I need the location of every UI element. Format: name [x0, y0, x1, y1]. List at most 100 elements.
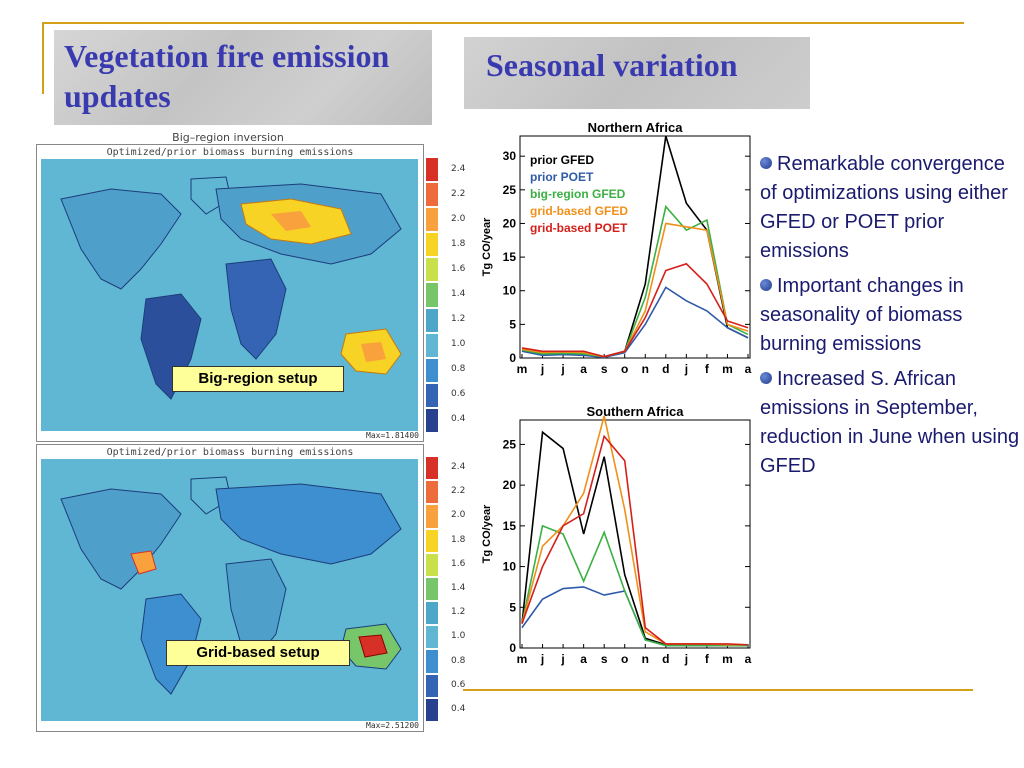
slide-title: Vegetation fire emission updates: [64, 38, 390, 114]
legend-entry: prior POET: [530, 170, 594, 184]
bottom-map-max: Max=2.51200: [366, 721, 419, 730]
colorbar-swatch: [425, 625, 439, 650]
x-tick-label: a: [580, 362, 587, 376]
colorbar-swatch: [425, 673, 439, 698]
x-tick-label: j: [560, 652, 564, 666]
map-figure-title: Big–region inversion: [172, 131, 284, 144]
series-line: [521, 262, 749, 358]
x-tick-label: a: [580, 652, 587, 666]
top-map-max: Max=1.81400: [366, 431, 419, 440]
bottom-setup-label: Grid-based setup: [166, 640, 350, 666]
colorbar-tick-label: 0.8: [451, 364, 466, 375]
bullet-item: Remarkable convergence of optimizations …: [760, 153, 1008, 262]
plot-frame: [519, 135, 751, 359]
colorbar-swatch: [425, 307, 439, 333]
colorbar-swatch: [425, 456, 439, 481]
x-tick-label: n: [642, 362, 649, 376]
y-axis-label: Tg CO/year: [481, 217, 493, 276]
colorbar-swatch: [425, 697, 439, 722]
colorbar-tick-label: 2.0: [451, 510, 466, 521]
x-tick-label: f: [705, 362, 710, 376]
x-tick-label: o: [621, 362, 628, 376]
colorbar-tick-label: 2.4: [451, 163, 466, 174]
colorbar-swatch: [425, 282, 439, 308]
colorbar-tick-label: 2.4: [451, 462, 466, 473]
colorbar-swatch: [425, 480, 439, 505]
colorbar-tick-label: 2.2: [451, 486, 466, 497]
colorbar-swatch: [425, 382, 439, 408]
colorbar-swatch: [425, 157, 439, 183]
colorbar-swatch: [425, 407, 439, 433]
y-tick-label: 20: [503, 216, 517, 230]
title-background: [54, 30, 432, 125]
x-tick-label: j: [540, 362, 544, 376]
x-tick-label: d: [662, 362, 669, 376]
colorbar-tick-label: 1.0: [451, 339, 466, 350]
colorbar-swatch: [425, 332, 439, 358]
colorbar-swatch: [425, 528, 439, 553]
y-tick-label: 10: [503, 284, 517, 298]
legend-entry: grid-based POET: [530, 221, 628, 235]
bottom-colorbar: 2.4 2.2 2.0 1.8 1.6 1.4 1.2 1.0 0.8 0.6 0.4: [425, 456, 465, 728]
y-tick-label: 0: [509, 641, 516, 655]
colorbar-swatch: [425, 357, 439, 383]
top-rule: [42, 22, 964, 24]
colorbar-swatch: [425, 601, 439, 626]
x-tick-label: j: [684, 362, 688, 376]
colorbar-swatch: [425, 649, 439, 674]
y-tick-label: 30: [503, 149, 517, 163]
top-map-panel: Optimized/prior biomass burning emission…: [36, 144, 424, 442]
colorbar-tick-label: 1.8: [451, 534, 466, 545]
bullet-list: Remarkable convergence of optimizations …: [760, 150, 1022, 487]
bullet-item: Increased S. African emissions in Septem…: [760, 368, 1020, 477]
colorbar-tick-label: 1.6: [451, 558, 466, 569]
colorbar-tick-label: 0.8: [451, 655, 466, 666]
colorbar-swatch: [425, 207, 439, 233]
series-line: [521, 286, 749, 359]
x-tick-label: a: [745, 652, 752, 666]
colorbar-swatch: [425, 504, 439, 529]
colorbar-swatch: [425, 257, 439, 283]
series-line: [521, 222, 749, 358]
colorbar-swatch: [425, 182, 439, 208]
colorbar-tick-label: 0.4: [451, 414, 466, 425]
bullet-icon: [760, 279, 772, 291]
x-tick-label: m: [722, 362, 733, 376]
bottom-map-header: Optimized/prior biomass burning emission…: [106, 447, 354, 458]
x-tick-label: s: [601, 362, 608, 376]
x-tick-label: j: [684, 652, 688, 666]
series-line: [521, 204, 749, 358]
chart-title: Northern Africa: [588, 120, 684, 135]
colorbar-tick-label: 1.4: [451, 583, 466, 593]
subtitle-background: [464, 37, 810, 109]
colorbar-tick-label: 0.6: [451, 389, 466, 400]
x-tick-label: a: [745, 362, 752, 376]
x-tick-label: m: [517, 362, 528, 376]
plot-frame: [519, 419, 751, 649]
x-tick-label: m: [722, 652, 733, 666]
top-colorbar: 2.4 2.2 2.0 1.8 1.6 1.4 1.2 1.0 0.8 0.6 0.4: [425, 157, 465, 437]
y-tick-label: 15: [503, 519, 517, 533]
colorbar-tick-label: 1.2: [451, 314, 466, 325]
top-map-header: Optimized/prior biomass burning emission…: [106, 147, 354, 158]
bottom-map-panel: Optimized/prior biomass burning emission…: [36, 444, 424, 732]
x-tick-label: j: [540, 652, 544, 666]
colorbar-tick-label: 1.0: [451, 631, 466, 642]
x-tick-label: d: [662, 652, 669, 666]
y-tick-label: 0: [509, 351, 516, 365]
y-tick-label: 20: [503, 478, 517, 492]
y-tick-label: 25: [503, 437, 517, 451]
colorbar-swatch: [425, 232, 439, 258]
top-map-image: [41, 159, 418, 431]
y-axis-label: Tg CO/year: [481, 504, 493, 563]
bottom-map-image: [41, 459, 418, 721]
bullet-icon: [760, 157, 772, 169]
chart-title: Southern Africa: [586, 404, 684, 419]
colorbar-tick-label: 2.0: [451, 213, 466, 224]
colorbar-tick-label: 0.4: [451, 703, 466, 714]
y-tick-label: 10: [503, 560, 517, 574]
top-setup-label: Big-region setup: [172, 366, 344, 392]
x-tick-label: f: [705, 652, 710, 666]
